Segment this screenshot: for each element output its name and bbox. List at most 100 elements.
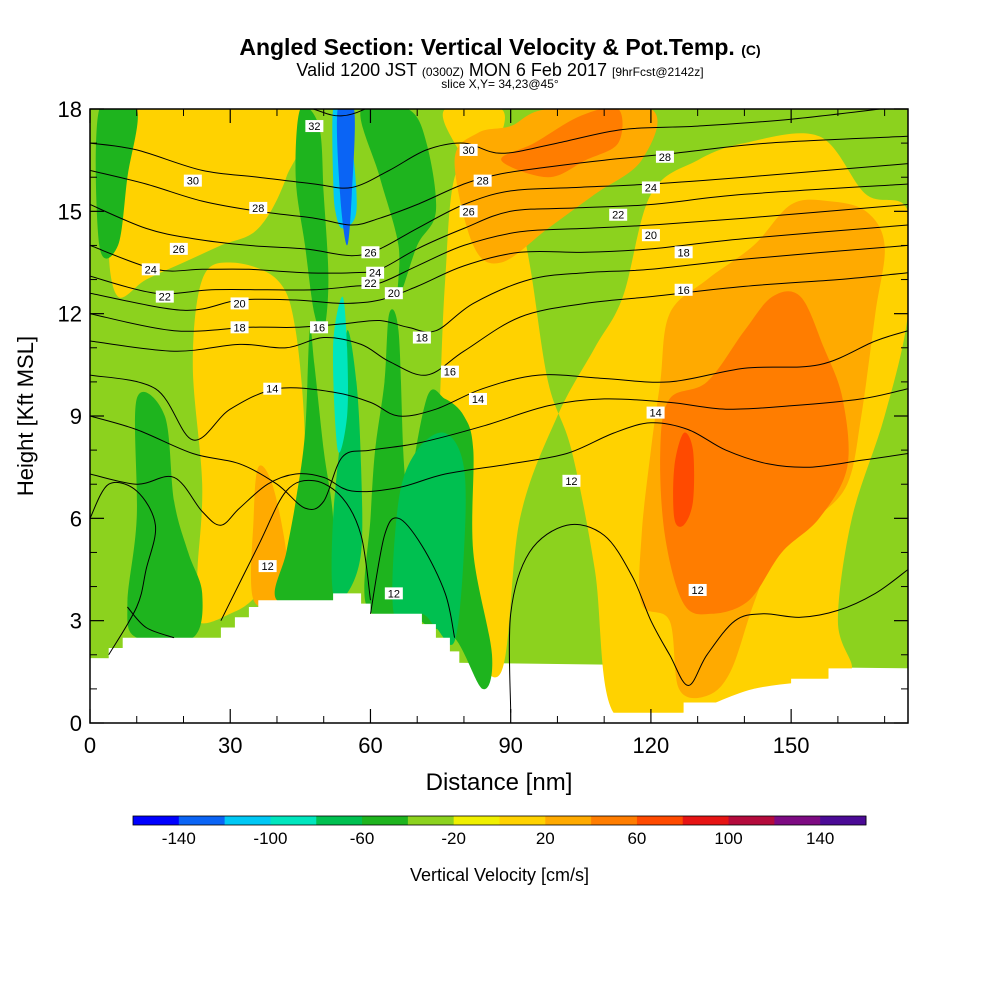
contour-label-bg-11 [641,181,660,194]
colorbar: -140 -100 -60 -20 20 60 100 140 Vertical Velocit… [132,815,867,885]
velocity-region-8 [660,291,849,615]
x-tick-label-3: 90 [498,733,522,758]
velocity-region-2 [108,109,311,298]
velocity-region-7 [250,465,290,609]
contour-label-bg-12 [155,290,174,303]
contour-label-bg-3 [249,201,268,214]
contour-label-20: 18 [678,247,690,259]
x-tick-label-4: 120 [633,733,670,758]
contour-label-bg-21 [310,321,329,334]
colorbar-tick-1: -100 [253,829,287,848]
colorbar-bin-11 [636,816,684,825]
y-tick-label-5: 15 [58,199,82,224]
contour-label-bg-29 [384,587,403,600]
contour-label-4: 28 [477,176,489,188]
y-tick-label-1: 3 [70,609,82,634]
contour-label-bg-26 [646,406,665,419]
contour-label-15: 20 [233,298,245,310]
contour-label-5: 28 [659,152,671,164]
x-tick-label-5: 150 [773,733,810,758]
contour-label-13: 22 [364,278,376,290]
contour-line-24-4 [90,183,908,274]
contour-label-6: 26 [173,244,185,256]
contour-label-29: 12 [388,588,400,600]
copyright-mark: (C) [741,42,761,58]
colorbar-bin-13 [728,816,775,825]
contour-label-9: 24 [145,264,157,276]
y-tick-label-3: 9 [70,404,82,429]
contour-line-11-15 [508,523,908,713]
colorbar-tick-3: -20 [441,829,466,848]
terrain-profile [90,593,908,723]
contour-line-12-13 [370,517,456,638]
colorbar-bin-7 [453,816,500,825]
slice-info: slice X,Y= 34,23@45° [441,77,559,91]
contour-label-26: 14 [649,408,661,420]
contour-label-bg-6 [169,242,188,255]
contour-label-bg-2 [459,143,478,156]
contour-label-bg-30 [688,583,707,596]
velocity-region-14 [295,109,329,333]
velocity-region-19 [331,330,363,601]
colorbar-tick-2: -60 [350,829,375,848]
contour-label-bg-15 [230,297,249,310]
contour-label-bg-14 [609,208,628,221]
contour-line-13-10 [90,388,908,510]
colorbar-bin-3 [270,816,317,825]
contour-label-27: 12 [565,476,577,488]
y-axis-label: Height [Kft MSL] [13,336,38,496]
colorbar-bin-4 [316,816,363,825]
contour-label-bg-20 [674,246,693,259]
valid-date: MON 6 Feb 2017 [468,60,607,80]
contour-line-11-14 [90,481,157,656]
contour-label-25: 14 [472,394,484,406]
contour-label-19: 18 [416,333,428,345]
contour-label-18: 18 [233,322,245,334]
colorbar-tick-4: 20 [536,829,555,848]
velocity-region-12 [95,109,138,259]
x-tick-label-2: 60 [358,733,382,758]
contour-label-8: 26 [364,247,376,259]
colorbar-bin-10 [591,816,638,825]
contour-label-1: 30 [187,176,199,188]
contour-label-bg-28 [258,560,277,573]
y-tick-label-2: 6 [70,506,82,531]
contour-label-bg-17 [641,229,660,242]
contour-label-bg-8 [361,246,380,259]
colorbar-bin-1 [178,816,226,825]
chart-title: Angled Section: Vertical Velocity & Pot.… [239,34,761,60]
valid-time: Valid 1200 JST [296,60,417,80]
contour-line-12-11 [90,422,908,526]
contour-label-30: 12 [692,585,704,597]
velocity-region-17 [360,109,437,297]
contour-line-14-9 [90,330,908,441]
contour-label-2: 30 [462,145,474,157]
contour-label-16: 20 [388,288,400,300]
contour-line-32-0 [311,109,366,117]
contour-label-bg-13 [361,276,380,289]
contour-line-26-3 [90,163,908,257]
contour-label-bg-19 [412,331,431,344]
y-tick-label-6: 18 [58,97,82,122]
y-tick-label-4: 12 [58,302,82,327]
colorbar-bin-5 [362,816,409,825]
colorbar-bin-2 [224,816,271,825]
velocity-region-18 [392,432,466,645]
contour-label-28: 12 [261,561,273,573]
contour-label-12: 22 [159,292,171,304]
contour-label-3: 28 [252,203,264,215]
contour-label-10: 24 [369,268,381,280]
velocity-region-20 [332,296,348,453]
contour-label-bg-5 [655,150,674,163]
colorbar-bin-6 [407,816,455,825]
contour-label-0: 32 [308,121,320,133]
colorbar-frame [132,815,867,826]
x-tick-label-1: 30 [218,733,242,758]
contour-line-30-1 [90,109,885,189]
velocity-region-10 [673,432,695,527]
contour-label-bg-0 [305,120,324,133]
contour-label-7: 26 [462,206,474,218]
contour-label-bg-1 [183,174,202,187]
contour-line-11-16 [127,606,175,639]
